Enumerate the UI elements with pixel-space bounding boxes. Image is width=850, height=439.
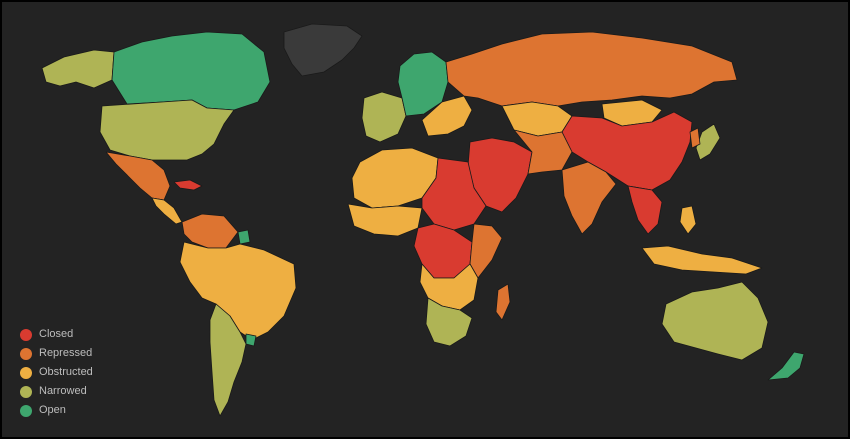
legend-label-open: Open xyxy=(39,404,66,416)
region-russia[interactable] xyxy=(445,31,738,107)
region-indonesia[interactable] xyxy=(641,245,763,275)
region-india[interactable] xyxy=(561,161,617,235)
region-eastern-europe[interactable] xyxy=(421,95,473,137)
legend-item-closed[interactable]: Closed xyxy=(20,328,93,341)
region-northern-south-america[interactable] xyxy=(181,213,239,249)
region-brazil[interactable] xyxy=(179,241,297,341)
legend-label-repressed: Repressed xyxy=(39,347,93,359)
region-southeast-asia[interactable] xyxy=(627,185,663,235)
legend-swatch-repressed xyxy=(20,347,32,360)
legend-item-repressed[interactable]: Repressed xyxy=(20,347,93,360)
legend-item-open[interactable]: Open xyxy=(20,404,93,417)
region-japan[interactable] xyxy=(695,123,721,161)
region-uruguay[interactable] xyxy=(245,333,257,347)
legend-swatch-closed xyxy=(20,328,32,341)
region-usa[interactable] xyxy=(99,99,235,161)
region-east-africa[interactable] xyxy=(469,223,503,279)
region-western-europe[interactable] xyxy=(361,91,407,143)
legend-label-obstructed: Obstructed xyxy=(39,366,93,378)
legend-item-narrowed[interactable]: Narrowed xyxy=(20,385,93,398)
region-australia[interactable] xyxy=(661,281,769,361)
legend-swatch-open xyxy=(20,404,32,417)
region-west-africa[interactable] xyxy=(347,203,423,237)
legend-swatch-narrowed xyxy=(20,385,32,398)
legend-label-closed: Closed xyxy=(39,328,74,340)
legend-label-narrowed: Narrowed xyxy=(39,385,87,397)
region-new-zealand[interactable] xyxy=(767,351,805,381)
legend-item-obstructed[interactable]: Obstructed xyxy=(20,366,93,379)
region-alaska[interactable] xyxy=(41,49,115,89)
region-greenland[interactable] xyxy=(283,23,363,77)
region-southern-cone[interactable] xyxy=(209,303,247,417)
region-cuba[interactable] xyxy=(173,179,203,191)
region-southern-africa[interactable] xyxy=(425,297,473,347)
region-korea[interactable] xyxy=(689,127,701,149)
region-central-america[interactable] xyxy=(151,197,183,225)
region-southern-central-africa[interactable] xyxy=(419,263,479,311)
region-philippines[interactable] xyxy=(679,205,697,235)
region-canada[interactable] xyxy=(111,31,271,111)
region-guyana[interactable] xyxy=(237,229,251,245)
region-madagascar[interactable] xyxy=(495,283,511,321)
legend: Closed Repressed Obstructed Narrowed Ope… xyxy=(20,328,93,417)
region-kazakhstan[interactable] xyxy=(501,101,573,137)
legend-swatch-obstructed xyxy=(20,366,32,379)
